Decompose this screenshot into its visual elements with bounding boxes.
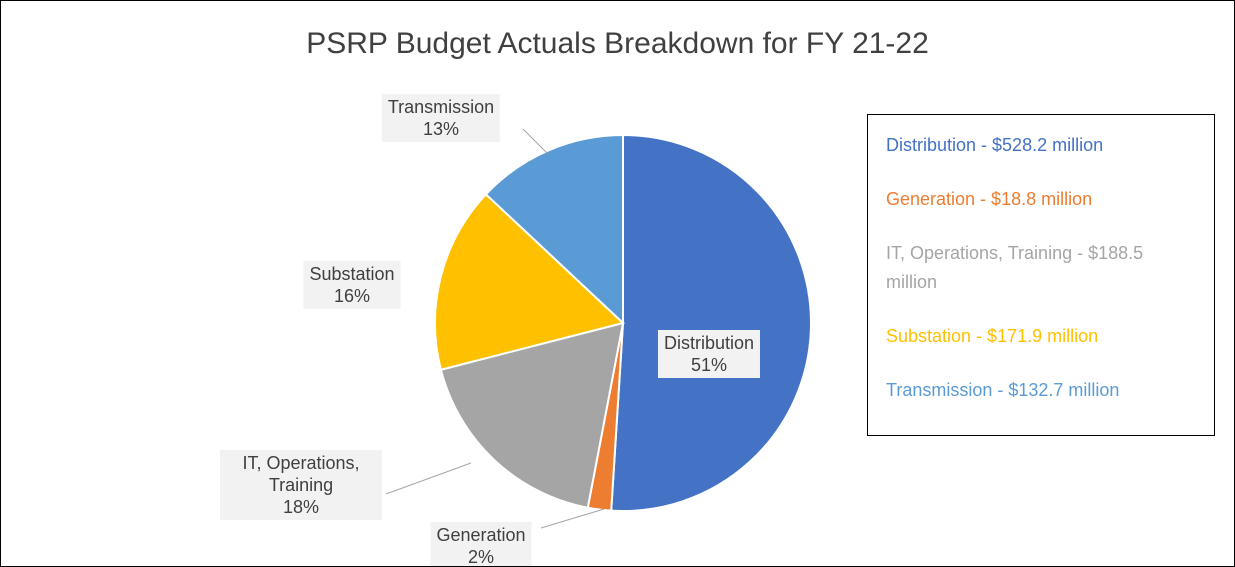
legend-entry: Generation - $18.8 million bbox=[886, 189, 1093, 209]
leader-line bbox=[522, 128, 548, 154]
pie-slice bbox=[434, 192, 626, 371]
legend-entry: IT, Operations, Training - $188.5 millio… bbox=[886, 243, 1144, 292]
legend-entry: Substation - $171.9 million bbox=[886, 326, 1099, 346]
data-label-name: Transmission bbox=[387, 97, 495, 117]
leader-line bbox=[540, 508, 605, 529]
data-label-name: Distribution bbox=[663, 333, 755, 353]
data-label: Distribution 51% bbox=[657, 330, 761, 378]
data-label: Generation 2% bbox=[430, 522, 532, 567]
data-label-name: IT, Operations, Training bbox=[242, 453, 360, 495]
data-label: IT, Operations, Training 18% bbox=[220, 450, 382, 520]
leader-line bbox=[385, 462, 472, 495]
pie-slice bbox=[484, 133, 624, 326]
data-label-value: 18% bbox=[282, 497, 320, 517]
pie-slice bbox=[439, 321, 625, 509]
pie-slice bbox=[610, 133, 812, 512]
data-label-value: 13% bbox=[422, 119, 460, 139]
data-label-value: 16% bbox=[333, 286, 371, 306]
data-label-name: Substation bbox=[309, 264, 395, 284]
legend: Distribution - $528.2 million Generation … bbox=[867, 114, 1215, 436]
data-label: Transmission 13% bbox=[381, 94, 501, 142]
data-label-name: Generation bbox=[436, 525, 526, 545]
legend-entry: Transmission - $132.7 million bbox=[886, 380, 1120, 400]
legend-entry: Distribution - $528.2 million bbox=[886, 135, 1104, 155]
data-label-value: 51% bbox=[690, 355, 728, 375]
chart-title: PSRP Budget Actuals Breakdown for FY 21-… bbox=[306, 27, 929, 60]
data-label-value: 2% bbox=[467, 547, 494, 567]
data-label: Substation 16% bbox=[303, 261, 401, 309]
